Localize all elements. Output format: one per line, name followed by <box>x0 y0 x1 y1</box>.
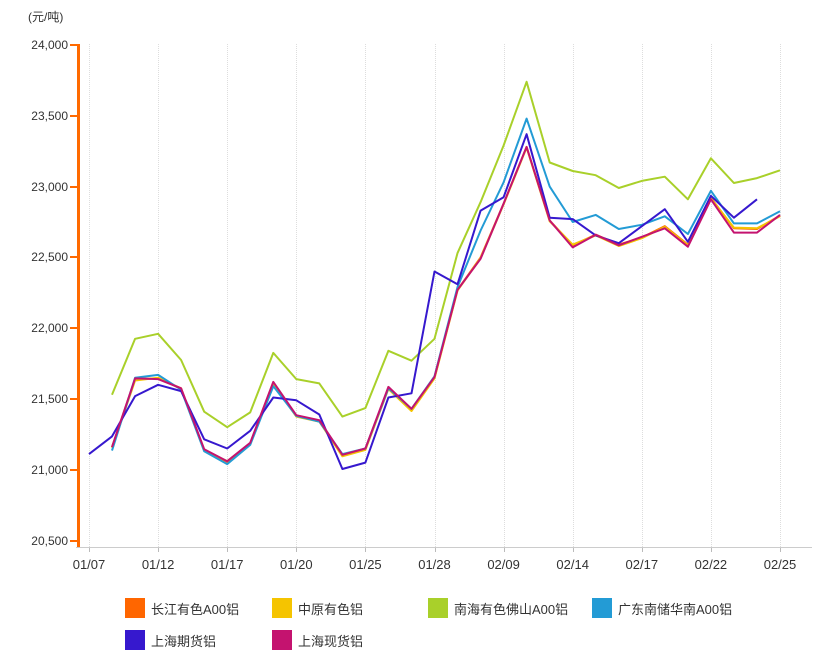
x-axis-tick <box>158 548 160 552</box>
legend-item-上海现货铝[interactable]: 上海现货铝 <box>272 630 363 650</box>
legend-label: 南海有色佛山A00铝 <box>454 601 569 617</box>
x-axis-label: 01/20 <box>280 557 313 572</box>
legend-swatch <box>592 598 612 618</box>
y-axis-tick <box>70 468 77 471</box>
y-axis-label: 24,000 <box>31 38 68 52</box>
legend-swatch <box>125 598 145 618</box>
x-axis-label: 01/17 <box>210 557 244 572</box>
legend-label: 广东南储华南A00铝 <box>618 601 733 617</box>
legend-label: 长江有色A00铝 <box>151 601 240 617</box>
x-axis-label: 01/07 <box>72 557 106 572</box>
legend-swatch <box>125 630 145 650</box>
x-axis-line <box>76 547 812 548</box>
gridline <box>710 44 712 547</box>
x-axis-tick <box>780 548 781 552</box>
gridline <box>365 44 367 547</box>
legend-label: 中原有色铝 <box>298 601 364 617</box>
y-axis-tick <box>70 397 77 400</box>
x-axis-label: 02/25 <box>763 557 797 572</box>
x-axis-tick <box>296 548 298 552</box>
x-axis-tick <box>365 548 367 552</box>
legend-row-1: 长江有色A00铝 中原有色铝 南海有色佛山A00铝 广东南储华南A00铝 <box>0 598 832 620</box>
legend-swatch <box>272 598 292 618</box>
y-axis-label: 23,500 <box>31 108 68 123</box>
series-line-长江有色A00铝 <box>111 145 781 463</box>
x-axis-label: 02/17 <box>625 557 659 572</box>
y-axis-label: 23,000 <box>31 179 68 194</box>
y-axis-tick <box>70 185 77 188</box>
y-axis-tick <box>70 539 77 542</box>
legend-row-2: 上海期货铝 上海现货铝 <box>0 630 832 652</box>
legend-swatch <box>428 598 448 618</box>
x-axis-tick <box>710 548 712 552</box>
x-axis-tick <box>89 548 90 552</box>
x-axis-label: 01/28 <box>418 557 451 572</box>
gridline <box>572 44 574 547</box>
y-axis-tick <box>70 327 77 330</box>
y-axis-tick <box>70 256 77 259</box>
x-axis-label: 02/14 <box>556 557 589 572</box>
gridline <box>89 44 90 547</box>
x-axis-tick <box>641 548 643 552</box>
series-line-广东南储华南A00铝 <box>111 117 781 466</box>
y-axis-tick <box>70 44 77 46</box>
legend-label: 上海期货铝 <box>151 633 217 649</box>
legend-item-广东南储华南A00铝[interactable]: 广东南储华南A00铝 <box>592 598 732 618</box>
x-axis-label: 02/09 <box>487 557 520 572</box>
series-line-中原有色铝 <box>111 146 781 463</box>
y-axis-label: 22,500 <box>31 250 68 265</box>
gridline <box>641 44 643 547</box>
gridline <box>227 44 229 547</box>
gridline <box>503 44 505 547</box>
legend-item-中原有色铝[interactable]: 中原有色铝 <box>272 598 363 618</box>
x-axis-tick <box>227 548 229 552</box>
series-line-南海有色佛山A00铝 <box>111 80 781 429</box>
gridline <box>296 44 298 547</box>
legend-swatch <box>272 630 292 650</box>
gridline <box>434 44 436 547</box>
y-axis-line <box>77 44 80 547</box>
legend-label: 上海现货铝 <box>298 633 364 649</box>
y-axis-label: 22,000 <box>31 321 68 336</box>
y-axis-tick <box>70 114 77 117</box>
y-axis-label: 21,000 <box>31 462 68 477</box>
x-axis-label: 02/22 <box>694 557 728 572</box>
legend-item-南海有色佛山A00铝[interactable]: 南海有色佛山A00铝 <box>428 598 568 618</box>
gridline <box>780 44 781 547</box>
x-axis-tick <box>572 548 574 552</box>
y-axis-label: 20,500 <box>31 533 68 548</box>
legend-item-长江有色A00铝[interactable]: 长江有色A00铝 <box>125 598 239 618</box>
series-line-上海现货铝 <box>111 145 781 463</box>
gridline <box>158 44 160 547</box>
legend-item-上海期货铝[interactable]: 上海期货铝 <box>125 630 216 650</box>
x-axis-tick <box>503 548 505 552</box>
y-axis-unit-label: (元/吨) <box>28 10 64 24</box>
x-axis-label: 01/25 <box>349 557 382 572</box>
y-axis-label: 21,500 <box>31 391 68 406</box>
x-axis-tick <box>434 548 436 552</box>
x-axis-label: 01/12 <box>141 557 175 572</box>
series-line-上海期货铝 <box>88 133 758 470</box>
